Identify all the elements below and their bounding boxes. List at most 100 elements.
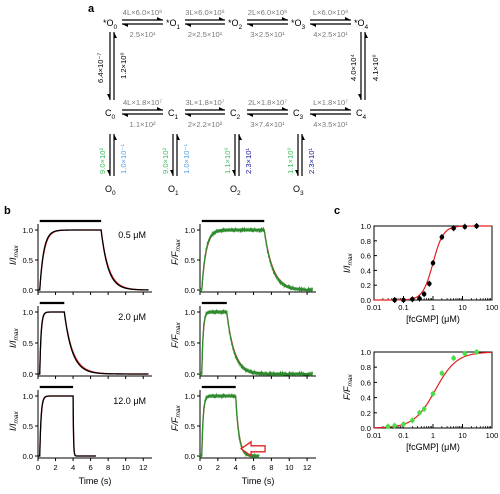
closed-backward-rate: 4×3.5×10¹ bbox=[313, 120, 348, 129]
ytick-label: 0.0 bbox=[22, 452, 33, 461]
ytick-label: 0.2 bbox=[360, 409, 371, 418]
ytick-label: 0.5 bbox=[22, 339, 33, 348]
bottom-vertical-arrow-0 bbox=[107, 134, 117, 176]
hill-fit-curve bbox=[373, 351, 493, 429]
state-open-top-1: *O1 bbox=[166, 18, 181, 31]
open-top-forward-rate: L×6.0×10⁸ bbox=[313, 8, 348, 17]
bottom-down-rate: 9.0×10² bbox=[161, 148, 170, 174]
panel-b-label: b bbox=[4, 205, 11, 217]
state-open-top-0: *O0 bbox=[103, 18, 118, 31]
data-point bbox=[410, 296, 415, 302]
ytick-label: 0.0 bbox=[184, 286, 195, 295]
x-axis-label: Time (s) bbox=[79, 476, 112, 486]
closed-arrow-0 bbox=[122, 107, 163, 117]
open-top-arrow-2 bbox=[247, 17, 288, 27]
left-vertical-up-rate: 1.2×10⁰ bbox=[119, 53, 128, 79]
left-vertical-arrow bbox=[107, 32, 117, 100]
state-closed-1: C1 bbox=[168, 108, 179, 121]
bottom-vertical-arrow-3 bbox=[295, 134, 305, 176]
y-axis-label: I/Imax bbox=[8, 244, 20, 265]
concentration-label: 2.0 μM bbox=[118, 312, 146, 322]
data-point bbox=[427, 281, 432, 287]
data-point bbox=[410, 418, 415, 423]
state-open-top-2: *O2 bbox=[228, 18, 243, 31]
panel-b-axis-0-1: 0.0 0.5 1.0F/Fmax bbox=[170, 219, 316, 295]
open-top-arrow-0 bbox=[122, 17, 163, 27]
data-point bbox=[392, 423, 397, 429]
ytick-label: 0.0 bbox=[22, 286, 33, 295]
data-point bbox=[421, 406, 427, 412]
data-point bbox=[421, 291, 427, 297]
data-point bbox=[392, 297, 397, 303]
closed-backward-rate: 2×2.2×10² bbox=[188, 120, 223, 129]
highlight-arrow-icon bbox=[239, 440, 266, 458]
state-label: C4 bbox=[356, 108, 367, 121]
state-label: C3 bbox=[293, 108, 304, 121]
left-vertical-down-rate: 6.4×10⁻⁷ bbox=[96, 53, 105, 83]
panel-b-axis-1-0: 0.0 0.5 1.0 I/Imax 2.0 μM bbox=[8, 301, 152, 379]
data-point bbox=[430, 391, 436, 397]
xtick-label: 0.1 bbox=[398, 431, 409, 440]
ytick-label: 0.0 bbox=[184, 370, 195, 379]
xtick-label: 8 bbox=[106, 463, 110, 472]
ytick-label: 0.0 bbox=[184, 452, 195, 461]
y-axis-label: I/Imax bbox=[8, 410, 20, 431]
ytick-label: 0.5 bbox=[184, 339, 195, 348]
xtick-label: 0 bbox=[36, 463, 40, 472]
ytick-label: 0.5 bbox=[22, 256, 33, 265]
xtick-label: 0.01 bbox=[367, 431, 382, 440]
bottom-vertical-arrow-2 bbox=[232, 134, 242, 176]
ytick-label: 1.0 bbox=[22, 308, 33, 317]
ytick-label: 1.0 bbox=[360, 222, 371, 231]
panel-c-dose-response: c 0.00.20.40.60.81.00.01 0.1 1 10 100[fcGMP]… bbox=[334, 205, 498, 452]
xtick-label: 4 bbox=[71, 463, 75, 472]
data-point bbox=[474, 349, 479, 355]
state-label: C2 bbox=[230, 108, 241, 121]
data-point bbox=[474, 223, 479, 229]
data-point bbox=[462, 351, 468, 356]
xtick-label: 6 bbox=[88, 463, 92, 472]
fluorescence-trace bbox=[199, 308, 314, 378]
xtick-label: 0.01 bbox=[367, 303, 382, 312]
open-top-forward-rate: 3L×6.0×10⁸ bbox=[185, 8, 225, 17]
open-top-backward-rate: 2.5×10¹ bbox=[130, 30, 156, 39]
y-axis-label: I/Imax bbox=[342, 252, 354, 273]
bottom-down-rate: 1.1×10⁰ bbox=[286, 148, 295, 174]
panel-b-axis-1-1: 0.0 0.5 1.0F/Fmax bbox=[170, 301, 316, 379]
data-point bbox=[430, 260, 436, 266]
data-point bbox=[385, 424, 391, 429]
state-label: O3 bbox=[293, 184, 304, 197]
ytick-label: 1.0 bbox=[360, 348, 371, 357]
xtick-label: 0 bbox=[198, 463, 202, 472]
open-top-backward-rate: 3×2.5×10¹ bbox=[250, 30, 285, 39]
panel-b-axis-2-0: 0.0 0.5 1.0 0 2 4 6 8 10 12 Time (s) I/Imax 12.0 μM bbox=[8, 385, 152, 486]
xtick-label: 12 bbox=[139, 463, 147, 472]
concentration-label: 0.5 μM bbox=[118, 230, 146, 240]
bottom-down-rate: 9.0×10² bbox=[98, 148, 107, 174]
ytick-label: 1.0 bbox=[184, 226, 195, 235]
ytick-label: 0.6 bbox=[360, 252, 371, 261]
ytick-label: 0.8 bbox=[360, 237, 371, 246]
xtick-label: 10 bbox=[458, 431, 466, 440]
concentration-label: 12.0 μM bbox=[113, 396, 146, 406]
current-trace bbox=[38, 311, 149, 375]
state-open-bottom-3: O3 bbox=[293, 184, 304, 197]
xtick-label: 10 bbox=[285, 463, 293, 472]
right-vertical-down-rate: 4.0×10⁴ bbox=[349, 54, 358, 81]
xtick-label: 0.1 bbox=[398, 303, 409, 312]
data-point bbox=[439, 234, 445, 240]
state-closed-2: C2 bbox=[230, 108, 241, 121]
closed-backward-rate: 1.1×10² bbox=[130, 120, 156, 129]
state-label: O2 bbox=[230, 184, 241, 197]
state-label: O0 bbox=[105, 184, 116, 197]
current-trace bbox=[38, 229, 149, 291]
data-point bbox=[451, 225, 456, 231]
xtick-label: 10 bbox=[458, 303, 466, 312]
xtick-label: 100 bbox=[486, 303, 499, 312]
state-label: *O0 bbox=[103, 18, 118, 31]
xtick-label: 2 bbox=[216, 463, 220, 472]
state-closed-3: C3 bbox=[293, 108, 304, 121]
closed-arrow-1 bbox=[185, 107, 225, 117]
x-axis-label: [fcGMP] (μM) bbox=[406, 314, 460, 324]
